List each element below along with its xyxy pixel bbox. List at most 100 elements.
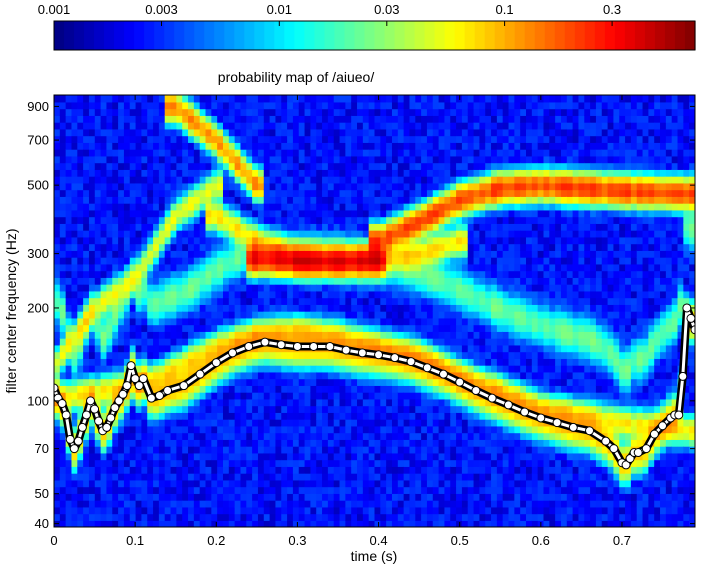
heatmap-cell (100, 128, 108, 137)
heatmap-cell (199, 297, 207, 305)
heatmap-cell (94, 385, 102, 393)
heatmap-cell (275, 425, 282, 434)
heatmap-cell (333, 209, 341, 218)
heatmap-cell (374, 162, 382, 170)
heatmap-cell (333, 412, 341, 420)
heatmap-cell (112, 392, 119, 400)
heatmap-cell (386, 277, 393, 285)
heatmap-cell (257, 236, 265, 245)
heatmap-cell (205, 486, 213, 494)
heatmap-cell (193, 324, 201, 332)
heatmap-cell (345, 290, 352, 299)
heatmap-cell (432, 324, 440, 332)
heatmap-cell (479, 378, 486, 386)
heatmap-cell (228, 378, 236, 386)
heatmap-cell (333, 378, 341, 386)
heatmap-cell (426, 257, 434, 265)
heatmap-cell (368, 439, 376, 447)
heatmap-cell (391, 392, 399, 400)
heatmap-cell (473, 155, 481, 164)
heatmap-cell (409, 486, 416, 494)
heatmap-cell (158, 216, 166, 224)
heatmap-cell (275, 169, 282, 177)
heatmap-cell (158, 412, 166, 420)
heatmap-cell (438, 331, 446, 339)
heatmap-cell (409, 405, 416, 413)
heatmap-cell (246, 392, 253, 400)
heatmap-cell (275, 270, 282, 278)
heatmap-cell (310, 209, 317, 218)
heatmap-cell (77, 189, 84, 197)
heatmap-cell (71, 122, 79, 130)
heatmap-cell (118, 405, 125, 413)
heatmap-cell (298, 263, 306, 272)
heatmap-cell (333, 419, 341, 427)
heatmap-cell (304, 108, 312, 116)
heatmap-cell (485, 311, 492, 319)
heatmap-cell (228, 452, 236, 461)
heatmap-cell (496, 520, 504, 527)
heatmap-cell (141, 176, 148, 184)
heatmap-cell (65, 324, 73, 332)
heatmap-cell (182, 311, 189, 319)
heatmap-cell (298, 290, 306, 299)
heatmap-cell (380, 425, 387, 434)
heatmap-cell (491, 128, 498, 137)
heatmap-cell (205, 189, 213, 197)
heatmap-cell (83, 358, 90, 366)
heatmap-cell (432, 459, 440, 467)
heatmap-cell (199, 182, 207, 191)
heatmap-cell (54, 257, 61, 265)
heatmap-cell (269, 142, 277, 150)
heatmap-cell (456, 479, 463, 488)
heatmap-cell (188, 263, 195, 272)
heatmap-cell (357, 452, 364, 461)
heatmap-cell (281, 155, 288, 164)
heatmap-cell (246, 108, 253, 116)
heatmap-cell (217, 473, 224, 481)
heatmap-cell (362, 405, 370, 413)
heatmap-cell (432, 506, 440, 515)
heatmap-cell (421, 479, 428, 488)
heatmap-cell (275, 95, 282, 103)
heatmap-cell (170, 176, 178, 184)
heatmap-cell (450, 101, 457, 110)
heatmap-cell (456, 176, 463, 184)
heatmap-cell (112, 297, 119, 305)
heatmap-cell (54, 311, 61, 319)
heatmap-cell (234, 513, 242, 521)
heatmap-cell (450, 182, 457, 191)
colorbar-cell (524, 21, 536, 50)
heatmap-cell (59, 297, 67, 305)
heatmap-cell (380, 304, 387, 312)
heatmap-cell (65, 392, 73, 400)
heatmap-cell (257, 317, 265, 326)
heatmap-cell (77, 209, 84, 218)
heatmap-cell (118, 378, 125, 386)
heatmap-cell (217, 169, 224, 177)
heatmap-cell (374, 95, 382, 103)
heatmap-cell (211, 209, 218, 218)
heatmap-cell (351, 142, 358, 150)
heatmap-cell (479, 101, 486, 110)
heatmap-cell (485, 142, 492, 150)
heatmap-cell (141, 142, 148, 150)
heatmap-cell (391, 405, 399, 413)
heatmap-cell (59, 338, 67, 346)
heatmap-cell (100, 311, 108, 319)
heatmap-cell (275, 365, 282, 373)
heatmap-cell (222, 243, 230, 251)
heatmap-cell (263, 479, 271, 488)
heatmap-cell (123, 169, 131, 177)
heatmap-cell (281, 209, 288, 218)
heatmap-cell (83, 196, 90, 204)
heatmap-cell (252, 446, 259, 454)
heatmap-cell (164, 419, 172, 427)
heatmap-cell (153, 263, 160, 272)
heatmap-cell (158, 331, 166, 339)
heatmap-cell (339, 142, 347, 150)
heatmap-cell (386, 135, 393, 143)
heatmap-cell (234, 398, 242, 407)
heatmap-cell (456, 263, 463, 272)
heatmap-cell (182, 371, 189, 380)
